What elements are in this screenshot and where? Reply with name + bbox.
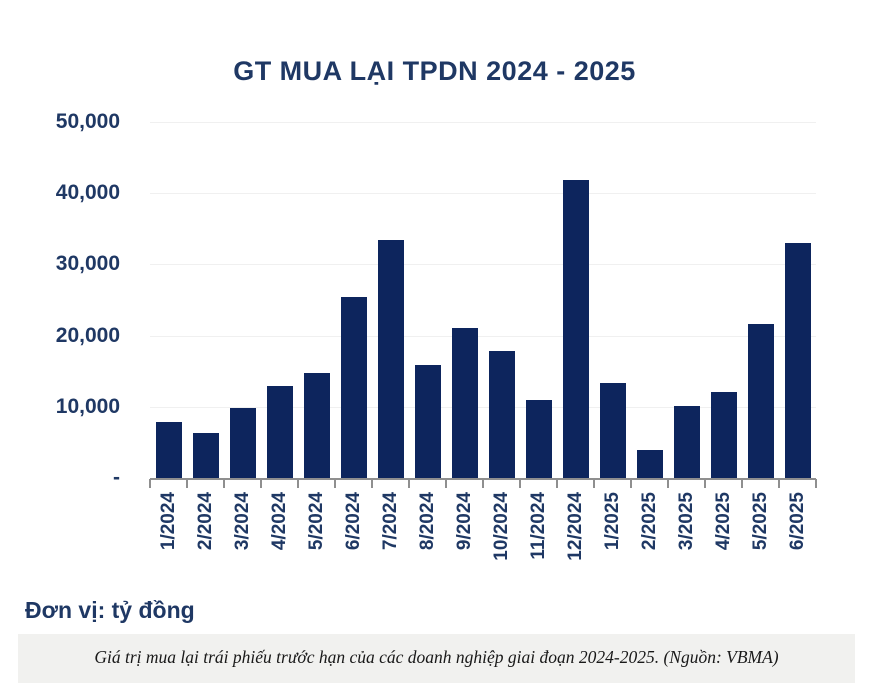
x-axis-label-text: 8/2024 — [416, 492, 438, 551]
chart-title: GT MUA LẠI TPDN 2024 - 2025 — [233, 56, 636, 86]
y-axis-label: 10,000 — [55, 394, 120, 418]
x-axis-label: 4/2024 — [261, 492, 298, 592]
x-axis-label-text: 1/2025 — [601, 492, 623, 551]
x-axis-label-text: 12/2024 — [564, 492, 586, 561]
x-axis-tick — [741, 479, 743, 488]
x-axis-tick — [704, 479, 706, 488]
x-axis-tick — [297, 479, 299, 488]
x-axis-label-text: 4/2024 — [268, 492, 290, 551]
gridline — [150, 264, 816, 266]
bar-3/2025 — [673, 406, 700, 478]
bar-1/2024 — [155, 421, 182, 478]
x-axis-tick — [445, 479, 447, 488]
gridline — [150, 193, 816, 195]
bar-12/2024 — [562, 179, 589, 478]
x-axis-label: 5/2024 — [298, 492, 335, 592]
x-axis-tick — [667, 479, 669, 488]
x-axis-label: 2/2024 — [187, 492, 224, 592]
bar-4/2025 — [710, 391, 737, 478]
x-axis-tick — [334, 479, 336, 488]
x-axis-label-text: 10/2024 — [490, 492, 512, 561]
bar-9/2024 — [451, 327, 478, 478]
bar-2/2025 — [636, 450, 663, 478]
bar-11/2024 — [525, 399, 552, 478]
x-axis-label-text: 3/2025 — [675, 492, 697, 551]
bar-5/2025 — [747, 323, 774, 478]
caption-strip: Giá trị mua lại trái phiếu trước hạn của… — [18, 634, 855, 683]
bar-3/2024 — [229, 407, 256, 478]
x-axis-tick — [260, 479, 262, 488]
plot-area — [150, 122, 816, 480]
y-axis-label: 20,000 — [55, 323, 120, 347]
x-axis-label: 12/2024 — [557, 492, 594, 592]
x-axis-tick — [815, 479, 817, 488]
x-axis-label-text: 7/2024 — [379, 492, 401, 551]
x-axis-label-text: 2/2024 — [194, 492, 216, 551]
x-axis-tick — [408, 479, 410, 488]
x-axis-tick — [186, 479, 188, 488]
gridline — [150, 122, 816, 123]
bar-10/2024 — [488, 350, 515, 478]
x-axis-label: 11/2024 — [520, 492, 557, 592]
x-axis-label-text: 1/2024 — [157, 492, 179, 551]
x-axis-label: 4/2025 — [705, 492, 742, 592]
x-axis-label: 5/2025 — [742, 492, 779, 592]
x-axis-label: 9/2024 — [446, 492, 483, 592]
x-axis-tick — [778, 479, 780, 488]
gridline — [150, 335, 816, 337]
caption-text: Giá trị mua lại trái phiếu trước hạn của… — [94, 647, 779, 667]
y-axis-label: 40,000 — [55, 181, 120, 205]
x-axis-label: 10/2024 — [483, 492, 520, 592]
unit-label: Đơn vị: tỷ đồng — [25, 597, 195, 623]
bar-6/2024 — [340, 297, 367, 478]
x-axis-tick — [482, 479, 484, 488]
y-axis-label: 30,000 — [55, 252, 120, 276]
bar-5/2024 — [303, 372, 330, 478]
x-axis-label-text: 9/2024 — [453, 492, 475, 551]
bar-1/2025 — [599, 382, 626, 478]
bar-2/2024 — [192, 433, 219, 478]
x-axis-label-text: 3/2024 — [231, 492, 253, 551]
x-axis-tick — [593, 479, 595, 488]
x-axis-tick — [223, 479, 225, 488]
x-axis-label: 6/2024 — [335, 492, 372, 592]
x-axis-label: 1/2024 — [150, 492, 187, 592]
x-axis-label-text: 4/2025 — [712, 492, 734, 551]
bar-6/2025 — [784, 243, 811, 478]
bar-4/2024 — [266, 386, 293, 478]
gridline — [150, 406, 816, 408]
y-axis-label: - — [113, 466, 120, 489]
x-axis-label: 3/2024 — [224, 492, 261, 592]
x-axis-tick — [556, 479, 558, 488]
x-axis-label: 6/2025 — [779, 492, 816, 592]
bar-7/2024 — [377, 240, 404, 478]
x-axis-tick — [630, 479, 632, 488]
x-axis-label: 8/2024 — [409, 492, 446, 592]
y-axis-label: 50,000 — [55, 110, 120, 133]
x-axis-label: 7/2024 — [372, 492, 409, 592]
x-axis-tick — [371, 479, 373, 488]
x-axis-tick — [149, 479, 151, 488]
x-axis-label-text: 6/2024 — [342, 492, 364, 551]
x-axis-label-text: 5/2025 — [749, 492, 771, 551]
x-axis-label-text: 2/2025 — [638, 492, 660, 551]
x-axis-label: 1/2025 — [594, 492, 631, 592]
x-axis-label-text: 6/2025 — [786, 492, 808, 551]
bar-8/2024 — [414, 364, 441, 478]
x-axis-label-text: 11/2024 — [527, 492, 549, 560]
x-axis-label-text: 5/2024 — [305, 492, 327, 551]
x-axis-label: 3/2025 — [668, 492, 705, 592]
x-axis-label: 2/2025 — [631, 492, 668, 592]
x-axis-tick — [519, 479, 521, 488]
